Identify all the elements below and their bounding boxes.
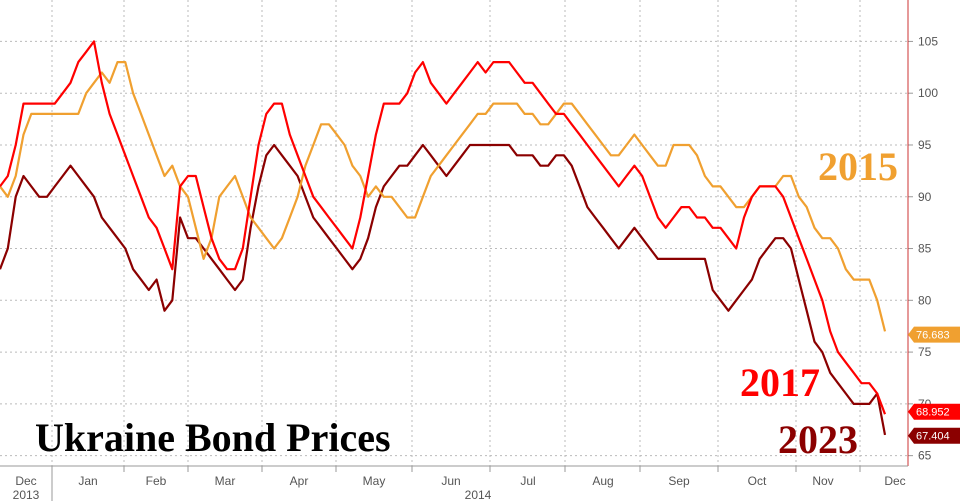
- x-tick-label: Nov: [812, 474, 833, 488]
- year-label: 2013: [13, 488, 40, 501]
- x-tick-label: Oct: [748, 474, 767, 488]
- last-value-text: 68.952: [916, 407, 950, 419]
- x-tick-label: Jul: [520, 474, 535, 488]
- series-label-2023: 2023: [778, 417, 858, 462]
- x-tick-label: Dec: [884, 474, 905, 488]
- x-tick-label: Feb: [146, 474, 167, 488]
- x-tick-label: Aug: [592, 474, 613, 488]
- x-tick-label: May: [363, 474, 386, 488]
- y-tick-label: 95: [918, 138, 932, 152]
- x-tick-label: Dec: [15, 474, 36, 488]
- series-line-2015: [0, 60, 887, 332]
- last-value-badge-2023: 67.404: [908, 427, 960, 444]
- y-tick-label: 100: [918, 86, 938, 100]
- y-tick-label: 75: [918, 345, 932, 359]
- series-label-2017: 2017: [740, 360, 820, 405]
- series-line-2017: [0, 40, 887, 415]
- last-value-text: 76.683: [916, 330, 950, 342]
- chart-title: Ukraine Bond Prices: [35, 415, 391, 460]
- series-label-2015: 2015: [818, 144, 898, 189]
- x-tick-label: Mar: [215, 474, 236, 488]
- x-tick-label: Sep: [668, 474, 690, 488]
- last-value-badge-2015: 76.683: [908, 326, 960, 343]
- series-line-2023: [0, 143, 887, 436]
- last-value-text: 67.404: [916, 431, 950, 443]
- x-tick-label: Jun: [441, 474, 460, 488]
- x-tick-label: Jan: [78, 474, 97, 488]
- y-tick-label: 65: [918, 449, 932, 463]
- grid: [0, 0, 908, 466]
- y-tick-label: 85: [918, 242, 932, 256]
- y-tick-label: 80: [918, 293, 932, 307]
- x-tick-label: Apr: [290, 474, 309, 488]
- last-value-badge-2017: 68.952: [908, 403, 960, 420]
- labels-layer: 76.683 68.952 67.404 2015 2017 2023: [740, 144, 960, 462]
- year-label: 2014: [465, 488, 492, 501]
- y-tick-label: 90: [918, 190, 932, 204]
- y-tick-label: 105: [918, 34, 938, 48]
- series-layer: [0, 40, 887, 436]
